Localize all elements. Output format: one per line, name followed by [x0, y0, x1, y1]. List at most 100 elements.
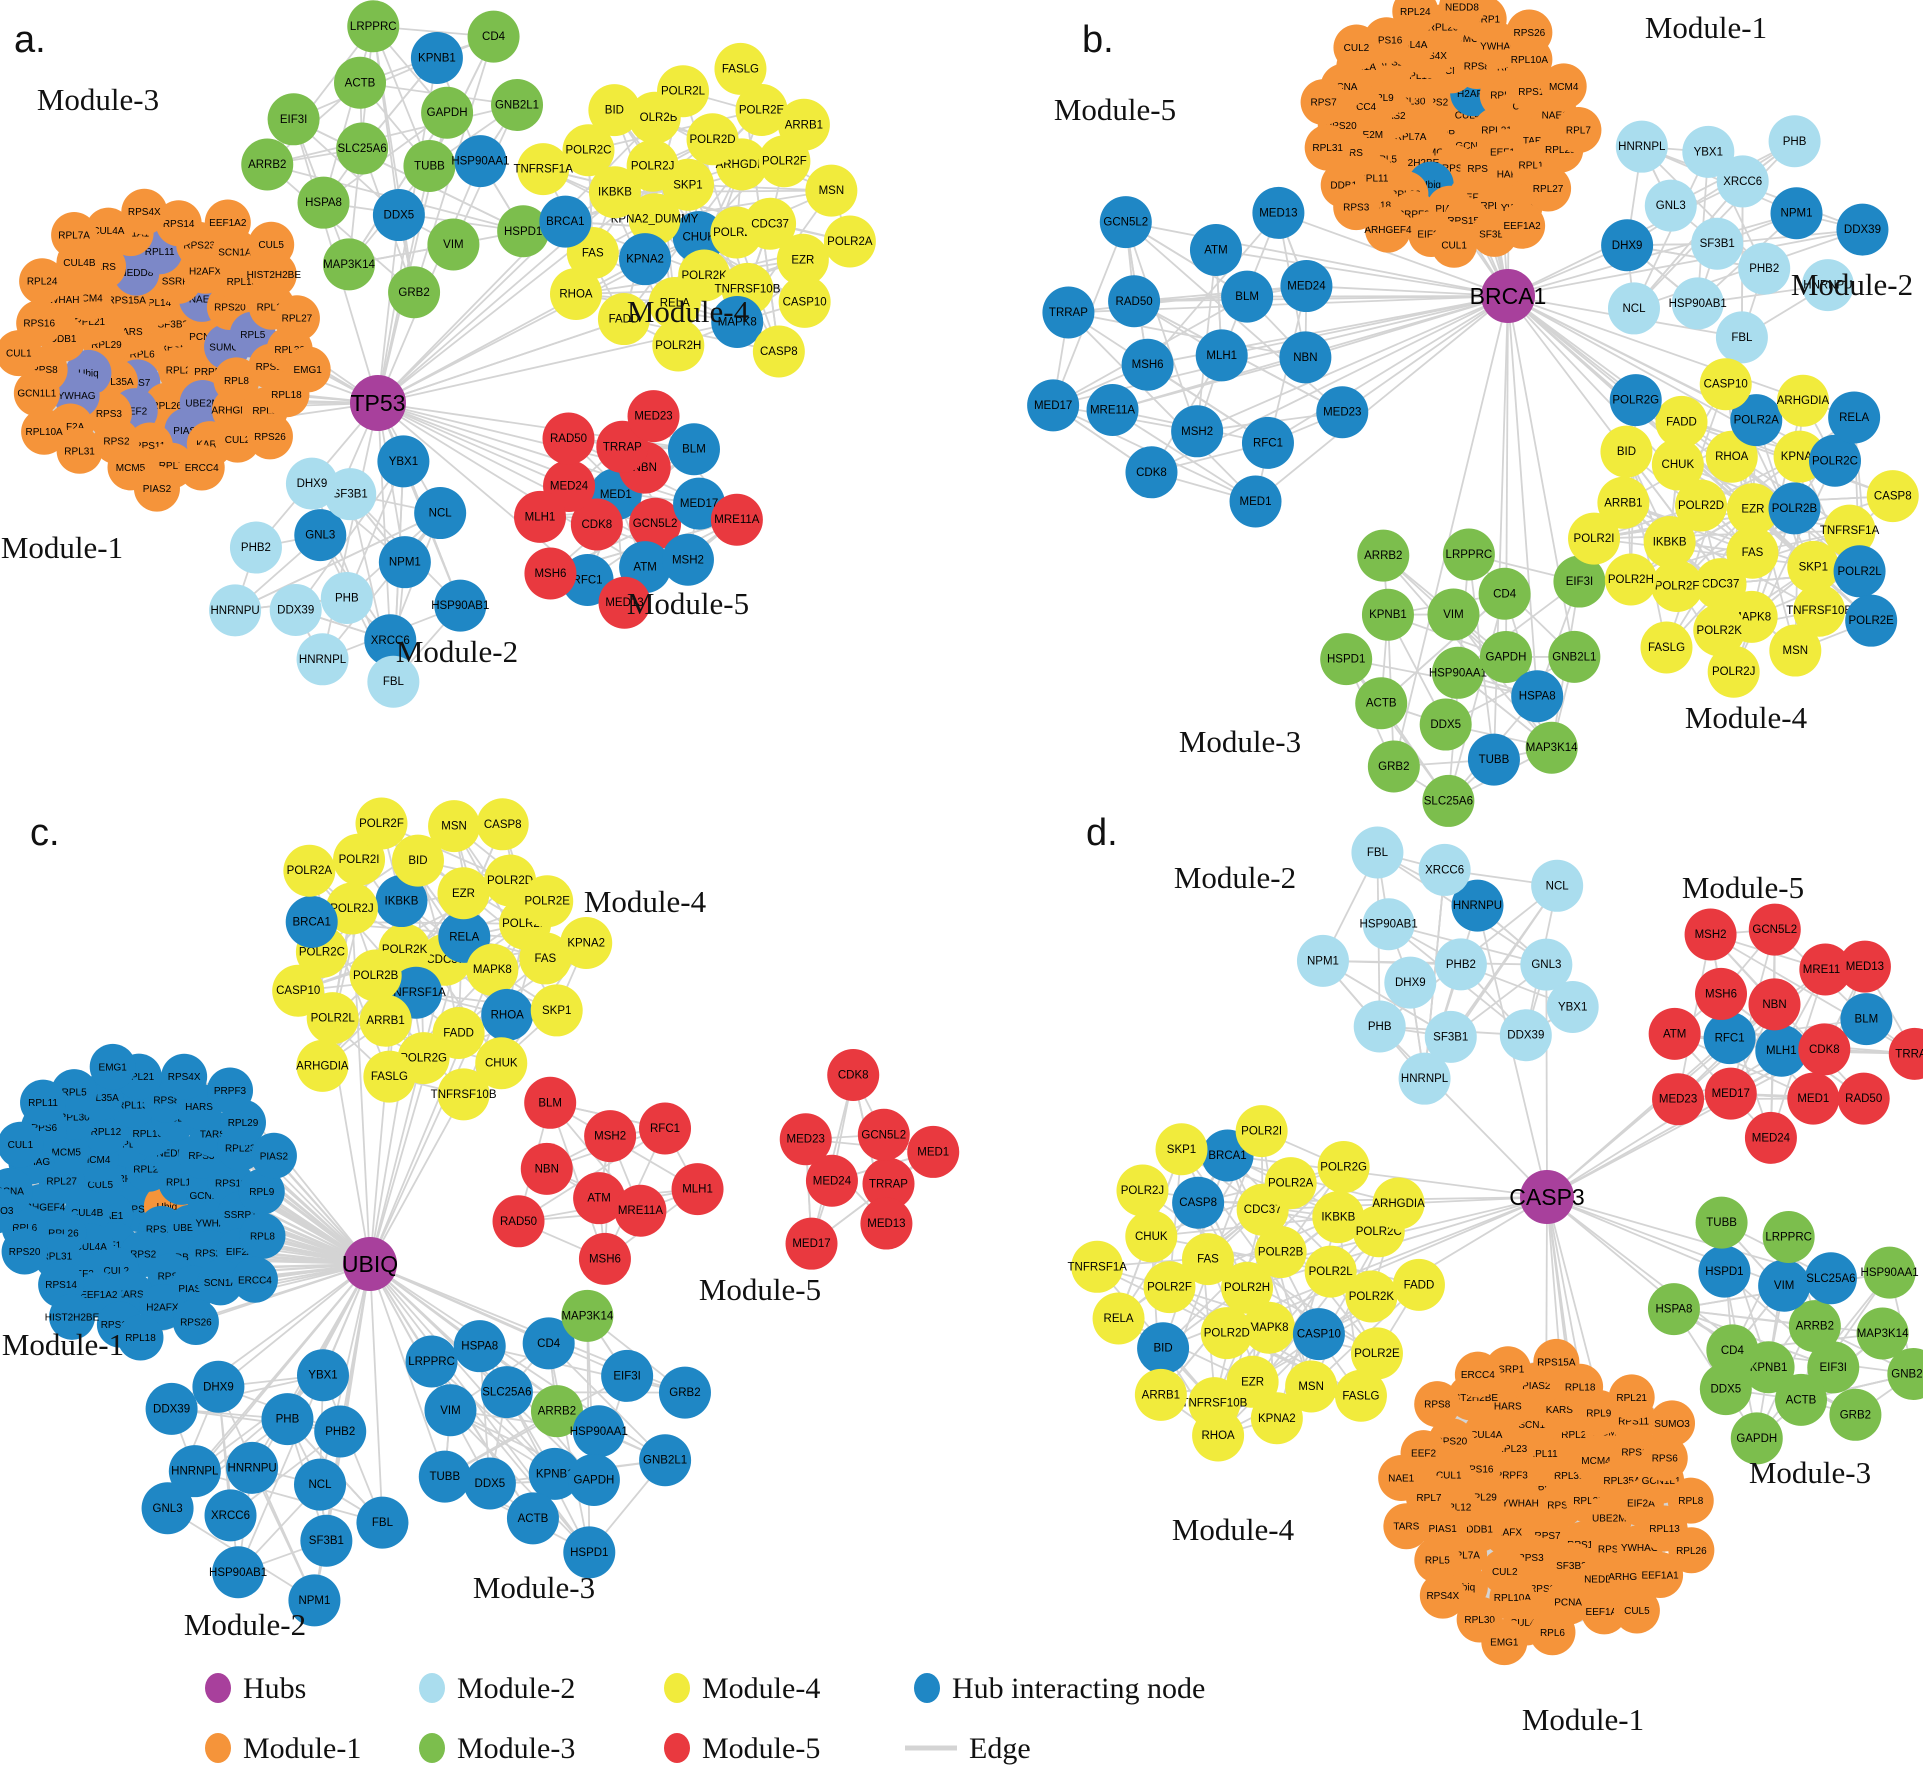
node-POLR2K: [1345, 1270, 1398, 1323]
node-label: FASLG: [1648, 642, 1685, 654]
node-CHUK: [1651, 438, 1704, 491]
node-label: RPS2: [1547, 1500, 1574, 1511]
node-label: ARHGEF4: [18, 1202, 66, 1213]
node-ARRB2: [1357, 529, 1410, 582]
node-label: RPL7: [159, 461, 184, 472]
node-label: YWHAG: [1480, 41, 1518, 52]
node-label: DHX9: [203, 1381, 234, 1393]
node-TNFRSF1A: [1071, 1240, 1124, 1293]
node-label: H2AFX: [1490, 1528, 1523, 1539]
node-label: RPL21: [124, 1072, 155, 1083]
edge: [266, 163, 415, 293]
node-GCN5L2: [629, 497, 682, 550]
node-label: MAP3K14: [561, 1310, 613, 1322]
module-Module-2: PHB2 DHX9 HNRNPU SF3B1 HSP90AB1 GNL3 PHB XRCC6 D…: [1296, 826, 1599, 1105]
node-ARRB2: [1788, 1300, 1841, 1353]
node-YBX1: [377, 435, 430, 488]
node-POLR2E: [735, 83, 788, 136]
node-label: TNFRSF10B: [715, 283, 781, 295]
node-DDX39: [1499, 1009, 1552, 1062]
node-label: RPL35A: [1603, 1476, 1641, 1487]
node-label: POLR2K: [1349, 1291, 1395, 1303]
node-label: BRCA1: [293, 916, 331, 928]
node-label: ATM: [633, 562, 656, 574]
node-SCN1A: [197, 1259, 244, 1306]
node-RAD50: [1108, 275, 1161, 328]
module-label-Module-4: Module-4: [584, 884, 707, 919]
node-label: RPS23: [1377, 58, 1409, 69]
node-label: YBX1: [1694, 146, 1723, 158]
node-label: SKP1: [1167, 1144, 1196, 1156]
module-Module-5: ATM MSH2 MRE11A NBN RFC1 MSH6 BLM MLH1 RAD50: [492, 1076, 724, 1285]
node-HNRNPU: [1801, 259, 1854, 312]
node-TUBB: [1467, 733, 1520, 786]
node-RPS26: [1506, 9, 1553, 56]
node-label: NCL: [309, 1479, 333, 1491]
node-label: MED1: [1797, 1093, 1829, 1105]
node-label: TARS: [1393, 1522, 1419, 1533]
node-label: RPS3: [96, 409, 123, 420]
node-label: DHX9: [297, 478, 328, 490]
node-label: RAD50: [550, 433, 587, 445]
node-label: POLR2C: [1812, 455, 1858, 467]
node-label: HARS: [185, 1102, 213, 1113]
node-MED1: [1229, 475, 1282, 528]
node-POLR2F: [355, 797, 408, 850]
node-CDK8: [1798, 1023, 1851, 1076]
node-label: YWHAG: [1621, 1543, 1659, 1554]
hub-edge: [1379, 1025, 1548, 1198]
node-label: GNL3: [1656, 200, 1686, 212]
node-label: CUL4A: [1470, 1430, 1503, 1441]
node-label: Ubiq: [78, 368, 99, 379]
node-MED1: [907, 1125, 960, 1178]
node-HNRNPL: [296, 633, 349, 686]
node-SKP1: [530, 984, 583, 1037]
node-label: BID: [605, 105, 624, 117]
node-RPL21: [1608, 1374, 1655, 1421]
node-label: RPL12: [1519, 161, 1550, 172]
legend-label: Module-5: [702, 1732, 820, 1765]
node-label: RPL18: [125, 1333, 156, 1344]
node-label: RPL27: [46, 1176, 77, 1187]
node-TARS: [1383, 1503, 1430, 1550]
node-label: GNL3: [153, 1503, 183, 1515]
node-SUMO3: [1649, 1400, 1696, 1447]
node-label: RPS14: [163, 219, 195, 230]
node-label: RPS14: [45, 1280, 77, 1291]
node-label: RFC1: [1253, 437, 1283, 449]
node-MED1: [1787, 1072, 1840, 1125]
node-HIST2H2BE: [49, 1293, 96, 1340]
node-label: RFC1: [573, 574, 603, 586]
node-label: SKP1: [542, 1005, 571, 1017]
node-label: MLH1: [682, 1184, 713, 1196]
node-label: EIF2A: [57, 422, 85, 433]
hub-edge: [1306, 285, 1509, 297]
node-label: RPL7A: [1395, 132, 1427, 143]
node-label: NEDD8: [156, 1149, 190, 1160]
node-label: HSPA8: [461, 1341, 498, 1353]
node-label: RPL9: [249, 1187, 274, 1198]
node-GNL3: [1520, 938, 1573, 991]
node-label: VIM: [440, 1405, 460, 1417]
node-label: RPL11: [1359, 173, 1389, 184]
hub-label: CASP3: [1509, 1184, 1584, 1210]
node-MLH1: [671, 1163, 724, 1216]
node-label: PRPF3: [1496, 1471, 1529, 1482]
node-label: GNL3: [1531, 959, 1561, 971]
edge: [1447, 593, 1506, 802]
node-label: RPS3: [188, 1151, 215, 1162]
node-label: RPL13: [227, 277, 258, 288]
node-label: KPNB1: [536, 1468, 574, 1480]
node-DDX39: [145, 1382, 198, 1435]
node-label: SUMO3: [1449, 34, 1485, 45]
node-label: ARHGEF4: [211, 406, 259, 417]
node-label: RPL31: [42, 1252, 73, 1263]
node-label: POLR2L: [1838, 566, 1883, 578]
node-label: MED13: [1846, 961, 1884, 973]
node-MRE11A: [1799, 943, 1852, 996]
node-label: HSP90AB1: [209, 1567, 267, 1579]
module-label-Module-1: Module-1: [1, 530, 123, 565]
hub-edge: [369, 1263, 556, 1475]
node-CHUK: [1125, 1210, 1178, 1263]
node-label: RPL18: [271, 390, 302, 401]
